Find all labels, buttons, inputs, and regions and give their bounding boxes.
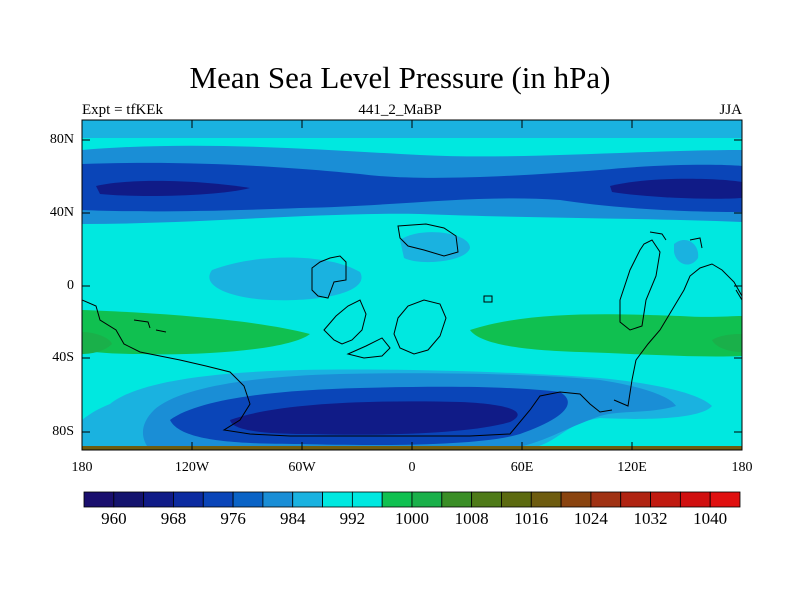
subtropical-high-core-west <box>82 332 112 354</box>
plot-title: Mean Sea Level Pressure (in hPa) <box>189 60 611 95</box>
colorbar-swatch <box>411 491 443 508</box>
colorbar-label: 968 <box>160 509 187 528</box>
lat-tick-label: 0 <box>67 278 74 293</box>
coastline-africa <box>397 223 459 257</box>
colorbar-label: 1016 <box>514 509 549 528</box>
colorbar-swatch <box>262 491 294 508</box>
colorbar-swatch <box>173 491 204 508</box>
colorbar-swatch <box>143 491 174 508</box>
colorbar-swatch <box>590 491 622 508</box>
coastlines <box>82 223 742 437</box>
colorbar-swatch <box>650 491 681 508</box>
lat-tick-label: 40N <box>49 205 74 220</box>
subtropical-high-east <box>470 314 742 357</box>
axis-ticks <box>82 120 742 450</box>
coastline-south-america <box>323 299 367 345</box>
lon-tick-label: 180 <box>731 460 753 475</box>
colorbar-label: 1024 <box>573 509 608 528</box>
colorbar-label: 1000 <box>395 509 429 528</box>
coastline-asia-east <box>619 239 661 331</box>
lon-tick-label: 60W <box>288 460 316 475</box>
coastline-pacific-islands <box>649 231 667 241</box>
tropical-low-africa <box>400 232 470 263</box>
colorbar-swatch <box>381 491 413 508</box>
colorbar-swatch <box>292 491 323 508</box>
colorbar-swatch <box>679 491 711 508</box>
colorbar-swatch <box>471 491 502 508</box>
lon-tick-label: 120W <box>174 460 210 475</box>
lat-tick-label: 80N <box>49 132 74 147</box>
experiment-label: Expt = tfKEk <box>82 102 163 118</box>
coastline-australia <box>613 263 742 407</box>
colorbar-label: 1032 <box>633 509 668 528</box>
colorbar-swatch <box>530 491 562 508</box>
colorbar-label: 960 <box>101 509 127 528</box>
arctic-band <box>82 120 742 138</box>
colorbar-swatch <box>232 491 264 508</box>
colorbar-swatch <box>83 491 115 508</box>
lon-tick-label: 0 <box>408 460 416 475</box>
north-low-core <box>82 162 742 212</box>
lat-tick-label: 40S <box>52 350 74 365</box>
southern-ocean-deep <box>230 401 518 435</box>
coastline-africa-south <box>393 299 447 355</box>
lon-tick-label: 60E <box>510 460 534 475</box>
colorbar-label: 976 <box>220 509 246 528</box>
run-label: 441_2_MaBP <box>358 102 442 118</box>
colorbar-label: 1008 <box>454 509 489 528</box>
season-label: JJA <box>719 102 742 118</box>
coastline-south-africa <box>346 337 391 359</box>
pressure-field <box>82 120 742 450</box>
colorbar-swatch <box>113 491 145 508</box>
coastline-australia-north <box>689 237 703 249</box>
lat-tick-label: 80S <box>52 424 74 439</box>
coastline-small-island <box>483 295 493 303</box>
tropical-low-indo <box>674 239 699 265</box>
coastline-antarctica <box>82 299 613 437</box>
colorbar-swatch <box>620 491 651 508</box>
colorbar-swatch <box>202 491 234 508</box>
north-low-deep <box>96 180 250 196</box>
colorbar-swatch <box>501 491 532 508</box>
colorbar-label: 984 <box>279 509 306 528</box>
north-low-deep-east <box>610 178 742 199</box>
subtropical-high-core-east <box>712 334 742 352</box>
coastline-east-edge <box>735 289 742 301</box>
colorbar-label: 992 <box>339 509 366 528</box>
tropical-low-pacific <box>209 257 362 301</box>
colorbar-label: 1040 <box>693 509 728 528</box>
lon-tick-label: 120E <box>617 460 647 475</box>
coastline-nz <box>133 319 167 333</box>
colorbar-swatch <box>709 491 741 508</box>
colorbar-swatch <box>441 491 473 508</box>
colorbar-swatch <box>560 491 592 508</box>
colorbar <box>83 491 741 508</box>
lon-tick-label: 180 <box>71 460 93 475</box>
colorbar-swatch <box>351 491 383 508</box>
colorbar-swatch <box>322 491 353 508</box>
coastline-americas <box>311 255 347 299</box>
